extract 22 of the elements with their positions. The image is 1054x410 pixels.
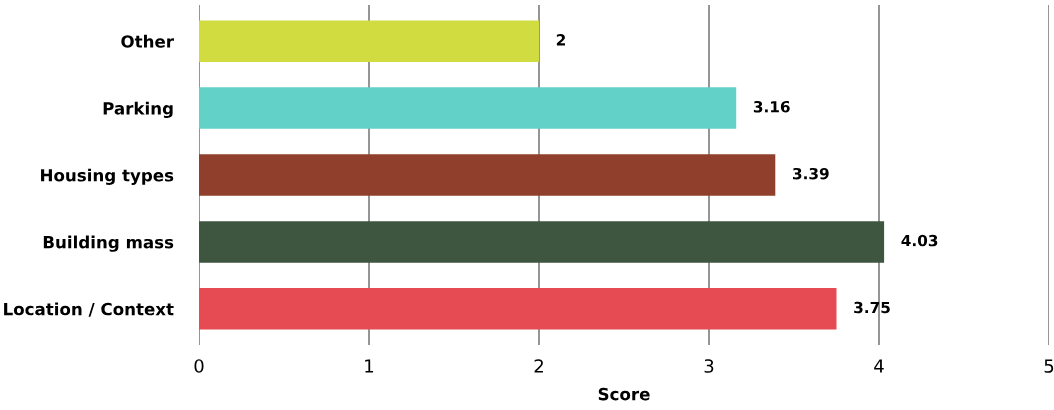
x-tick-label: 5: [1044, 359, 1054, 373]
x-tick-label: 2: [534, 359, 543, 373]
y-tick-label: Parking: [103, 101, 173, 119]
x-tick-label: 3: [704, 359, 714, 373]
bar: [199, 288, 837, 330]
x-tick-label: 4: [874, 359, 884, 373]
y-tick-label: Building mass: [43, 235, 174, 252]
bar: [199, 20, 539, 62]
x-axis-title: Score: [598, 387, 650, 401]
data-label: 4.03: [901, 234, 938, 247]
bar: [199, 154, 776, 196]
y-tick-label: Location / Context: [4, 302, 174, 317]
bar: [199, 87, 737, 129]
x-tick-label: 0: [194, 359, 204, 373]
x-tick-label: 1: [365, 359, 374, 373]
data-label: 3.39: [792, 167, 829, 180]
bar: [199, 221, 885, 263]
data-label: 3.16: [753, 100, 790, 113]
data-label: 2: [556, 34, 565, 46]
data-label: 3.75: [854, 301, 890, 314]
y-tick-label: Housing types: [41, 168, 174, 185]
y-tick-label: Other: [121, 34, 174, 48]
